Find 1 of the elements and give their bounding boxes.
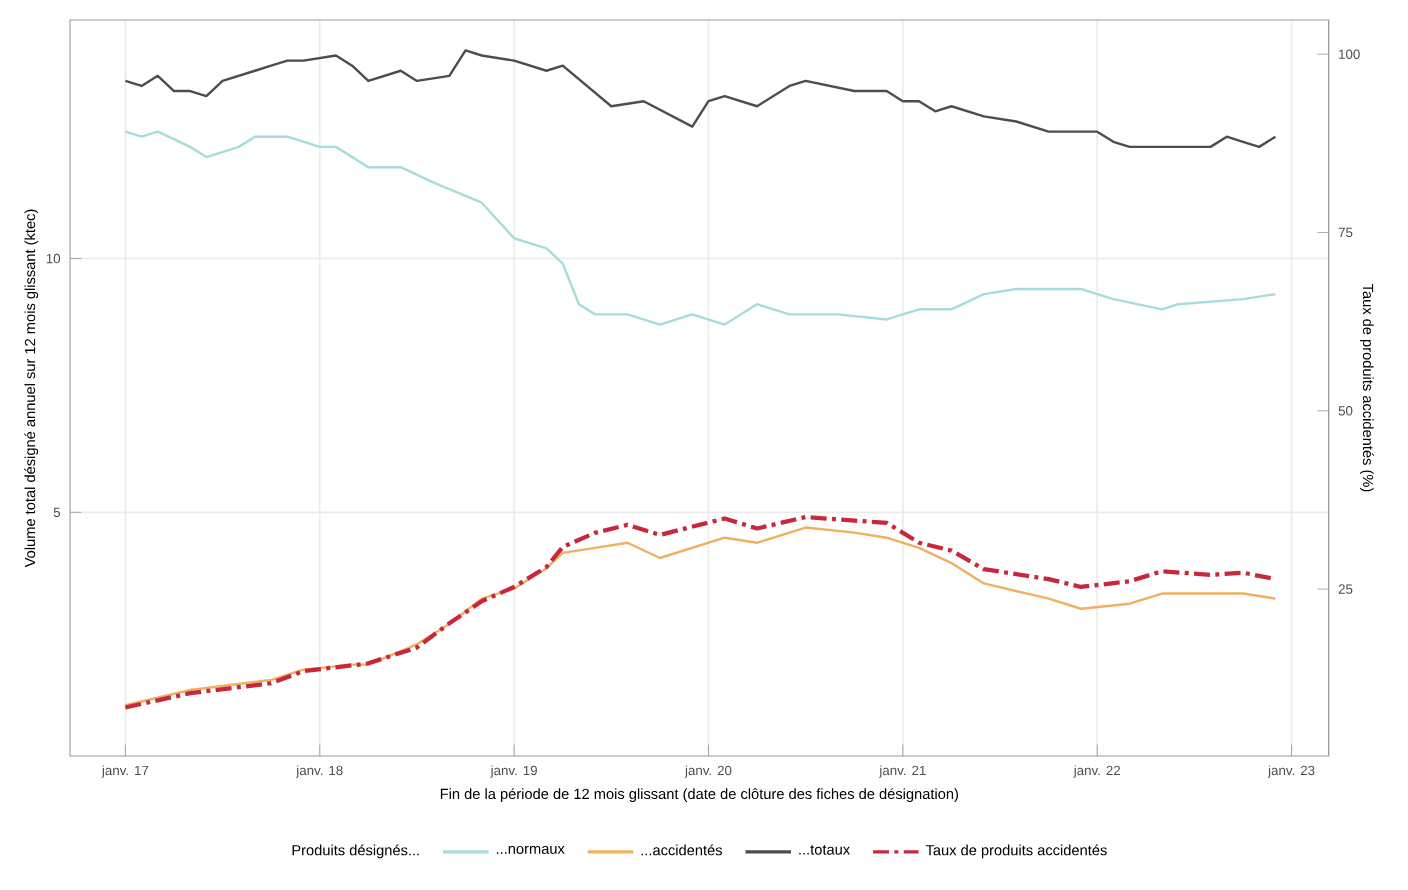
line-series xyxy=(124,130,1277,326)
